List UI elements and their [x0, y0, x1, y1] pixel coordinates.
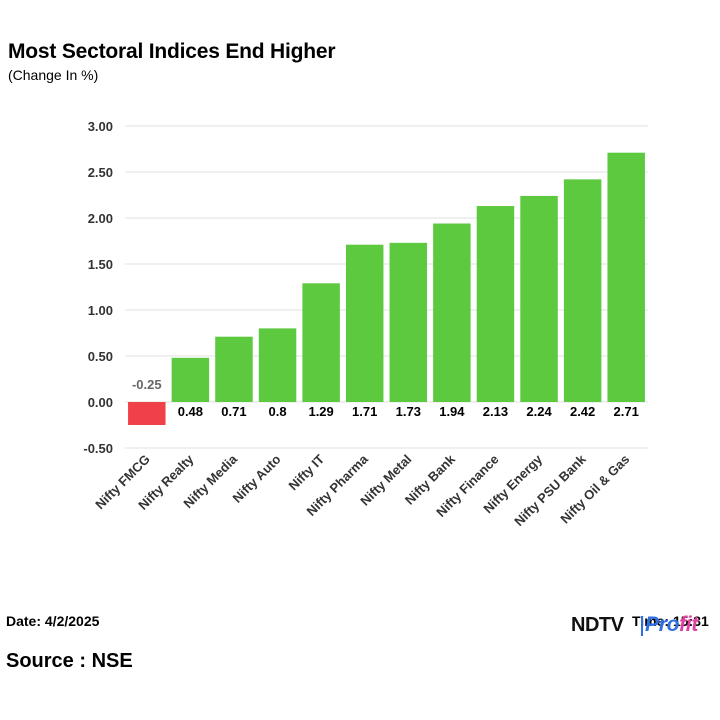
data-label: 2.13	[483, 404, 508, 419]
bar	[607, 152, 645, 402]
bar	[171, 357, 210, 402]
logo-ndtv-text: NDTV	[571, 614, 624, 636]
bar	[258, 328, 297, 402]
logo-profit-part: Pro	[645, 613, 680, 636]
y-tick-label: 3.00	[88, 119, 113, 134]
bar-chart: -0.50 0.00 0.50 1.00 1.50 2.00 2.50 3.00 -0.25 Ni…	[83, 119, 648, 529]
bar	[389, 242, 428, 402]
bar	[433, 223, 471, 402]
y-tick-label: 2.50	[88, 165, 113, 180]
data-label: 0.8	[269, 404, 287, 419]
x-tick-label: Nifty Auto	[229, 451, 283, 505]
logo-profit-text: Profit	[645, 613, 698, 637]
chart-title: Most Sectoral Indices End Higher	[8, 40, 336, 63]
bar	[520, 195, 558, 402]
y-tick-label: 1.00	[88, 303, 113, 318]
time-label: Time: 15:31	[632, 613, 709, 629]
data-label: 1.29	[308, 404, 333, 419]
logo-profit-accent: fit	[679, 613, 699, 636]
data-label: 1.94	[439, 404, 465, 419]
bar	[128, 402, 166, 425]
data-label: 2.71	[614, 404, 639, 419]
x-tick-label: Nifty IT	[285, 451, 327, 493]
y-tick-label: 2.00	[88, 211, 113, 226]
bar	[476, 206, 515, 402]
data-label: 2.42	[570, 404, 595, 419]
bar	[345, 244, 384, 402]
logo-divider	[641, 616, 643, 636]
chart-subtitle: (Change In %)	[8, 67, 99, 83]
data-label: -0.25	[132, 377, 162, 392]
data-label: 0.71	[221, 404, 246, 419]
bar	[302, 283, 340, 402]
source-label: Source : NSE	[6, 650, 133, 672]
data-label: 1.73	[396, 404, 421, 419]
data-label: 1.71	[352, 404, 377, 419]
y-tick-label: 1.50	[88, 257, 113, 272]
y-tick-label: 0.50	[88, 349, 113, 364]
bar	[563, 179, 602, 402]
y-tick-label: 0.00	[88, 395, 113, 410]
data-label: 0.48	[178, 404, 203, 419]
data-label: 2.24	[526, 404, 552, 419]
y-tick-label: -0.50	[83, 441, 113, 456]
bar	[215, 336, 253, 402]
date-label: Date: 4/2/2025	[6, 613, 100, 629]
